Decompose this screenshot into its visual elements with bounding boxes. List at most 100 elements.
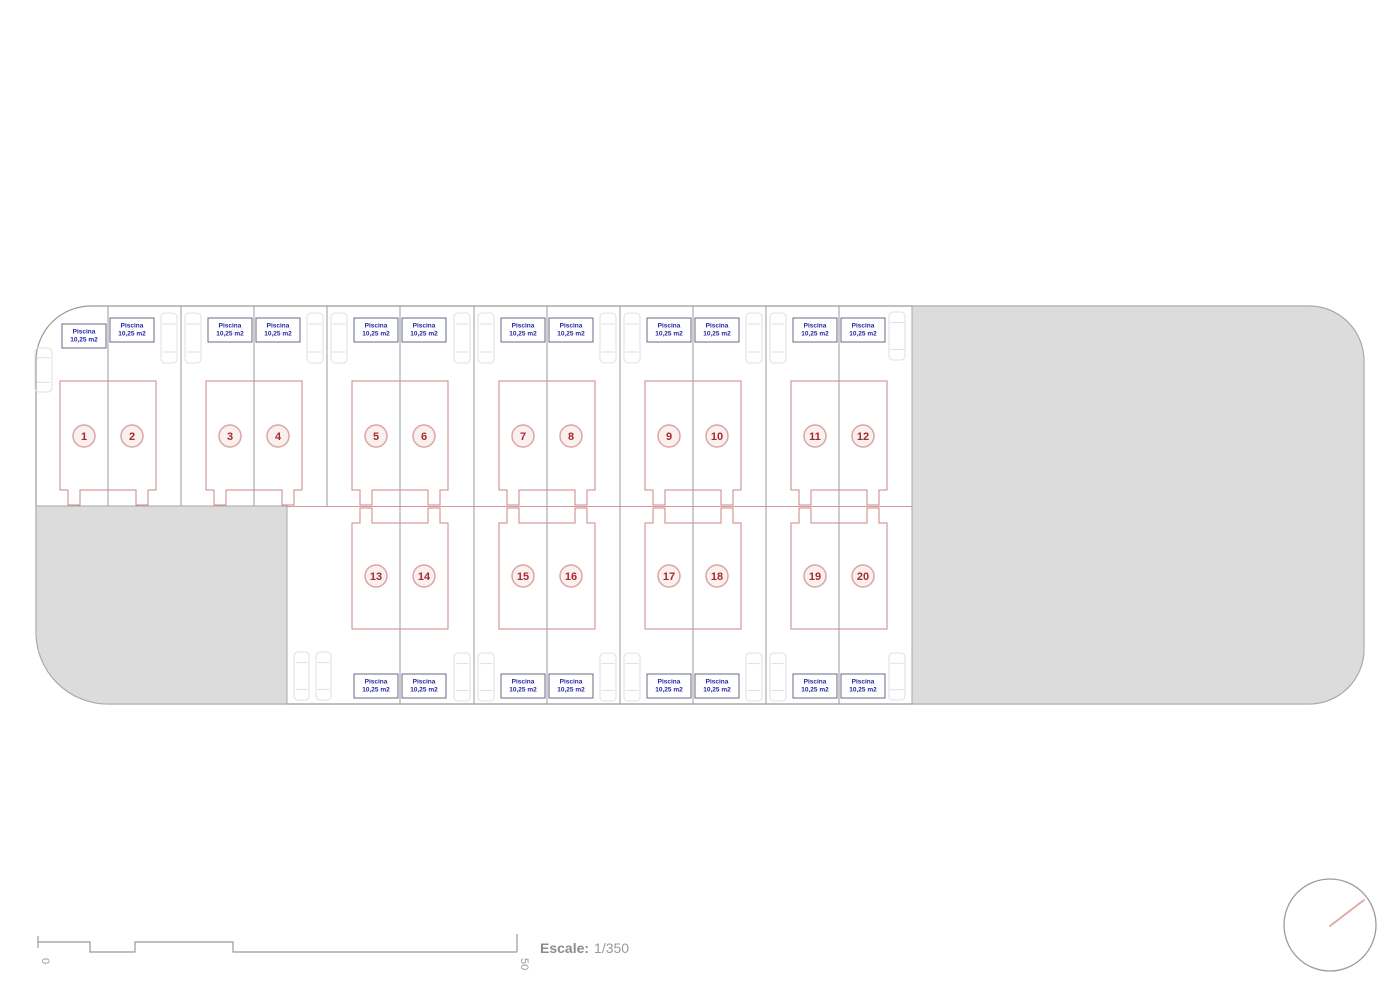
pool-label-name: Piscina bbox=[413, 679, 436, 686]
car-body bbox=[184, 312, 202, 364]
house-footprint bbox=[351, 507, 449, 630]
north-needle bbox=[1329, 899, 1365, 927]
pool-label-box bbox=[353, 317, 399, 343]
unit-number-badge bbox=[266, 424, 290, 448]
house-footprint bbox=[790, 507, 888, 630]
scale-start-label: 0 bbox=[39, 958, 51, 964]
unit-number: 8 bbox=[568, 431, 574, 443]
pool-label-box bbox=[500, 673, 546, 699]
unit-number-badge bbox=[511, 564, 535, 588]
pool-label-box bbox=[840, 317, 886, 343]
pool-label-box bbox=[500, 317, 546, 343]
car-body bbox=[315, 651, 332, 701]
pool-label-name: Piscina bbox=[560, 323, 583, 330]
pool-label-size: 10,25 m2 bbox=[557, 687, 585, 694]
unit-number: 12 bbox=[857, 431, 869, 443]
car-body bbox=[888, 652, 906, 701]
pool-label-name: Piscina bbox=[658, 679, 681, 686]
pool-label-box bbox=[61, 323, 107, 349]
unit-number-badge bbox=[218, 424, 242, 448]
car-body bbox=[330, 312, 348, 364]
car-body bbox=[745, 312, 763, 364]
car-icon bbox=[315, 651, 332, 701]
car-icon bbox=[184, 312, 202, 364]
house-footprint bbox=[498, 507, 596, 630]
pool-label-box bbox=[401, 317, 447, 343]
unit-number-badge bbox=[851, 424, 875, 448]
pool-label-size: 10,25 m2 bbox=[362, 687, 390, 694]
unit-number: 9 bbox=[666, 431, 672, 443]
car-icon bbox=[453, 312, 471, 364]
pool-label-name: Piscina bbox=[365, 679, 388, 686]
unit-number-badge bbox=[412, 424, 436, 448]
unit-number-badge bbox=[120, 424, 144, 448]
car-icon bbox=[888, 652, 906, 701]
car-icon bbox=[623, 652, 641, 702]
unit-number-badge bbox=[657, 564, 681, 588]
car-icon bbox=[888, 311, 906, 361]
unit-number: 16 bbox=[565, 571, 577, 583]
car-icon bbox=[453, 652, 471, 702]
unit-number: 11 bbox=[809, 431, 821, 443]
pool-label-name: Piscina bbox=[219, 323, 242, 330]
car-body bbox=[769, 652, 787, 702]
pool-label-name: Piscina bbox=[560, 679, 583, 686]
car-body bbox=[745, 652, 763, 702]
pool-label-box bbox=[646, 317, 692, 343]
unit-number: 5 bbox=[373, 431, 379, 443]
car-icon bbox=[769, 312, 787, 364]
pool-label-size: 10,25 m2 bbox=[557, 331, 585, 338]
pool-label-size: 10,25 m2 bbox=[655, 331, 683, 338]
unit-number: 10 bbox=[711, 431, 723, 443]
car-icon bbox=[769, 652, 787, 702]
car-icon bbox=[599, 312, 617, 364]
car-body bbox=[599, 652, 617, 702]
pool-label-name: Piscina bbox=[852, 679, 875, 686]
pool-label-size: 10,25 m2 bbox=[362, 331, 390, 338]
car-body bbox=[477, 652, 495, 702]
unit-number: 20 bbox=[857, 571, 869, 583]
house-footprint bbox=[59, 380, 157, 506]
house-footprint bbox=[644, 380, 742, 506]
pool-label-size: 10,25 m2 bbox=[849, 687, 877, 694]
unit-number: 13 bbox=[370, 571, 382, 583]
pool-label-name: Piscina bbox=[706, 679, 729, 686]
car-body bbox=[160, 312, 178, 364]
scale-bar-path bbox=[37, 934, 518, 953]
pool-label-name: Piscina bbox=[267, 323, 290, 330]
car-icon bbox=[477, 652, 495, 702]
pool-label-size: 10,25 m2 bbox=[509, 687, 537, 694]
house-footprint bbox=[498, 380, 596, 506]
car-icon bbox=[599, 652, 617, 702]
car-body bbox=[888, 311, 906, 361]
house-footprint bbox=[351, 380, 449, 506]
unit-number: 15 bbox=[517, 571, 529, 583]
pool-label-box bbox=[694, 673, 740, 699]
car-body bbox=[623, 652, 641, 702]
unit-number-badge bbox=[851, 564, 875, 588]
pool-label-name: Piscina bbox=[658, 323, 681, 330]
pool-label-box bbox=[109, 317, 155, 343]
bottom-left-gray-parcel bbox=[35, 505, 288, 705]
pool-label-size: 10,25 m2 bbox=[801, 687, 829, 694]
scale-text-label: Escale: bbox=[540, 940, 589, 956]
unit-number-badge bbox=[364, 564, 388, 588]
pool-label-name: Piscina bbox=[852, 323, 875, 330]
pool-label-size: 10,25 m2 bbox=[655, 687, 683, 694]
car-body bbox=[769, 312, 787, 364]
